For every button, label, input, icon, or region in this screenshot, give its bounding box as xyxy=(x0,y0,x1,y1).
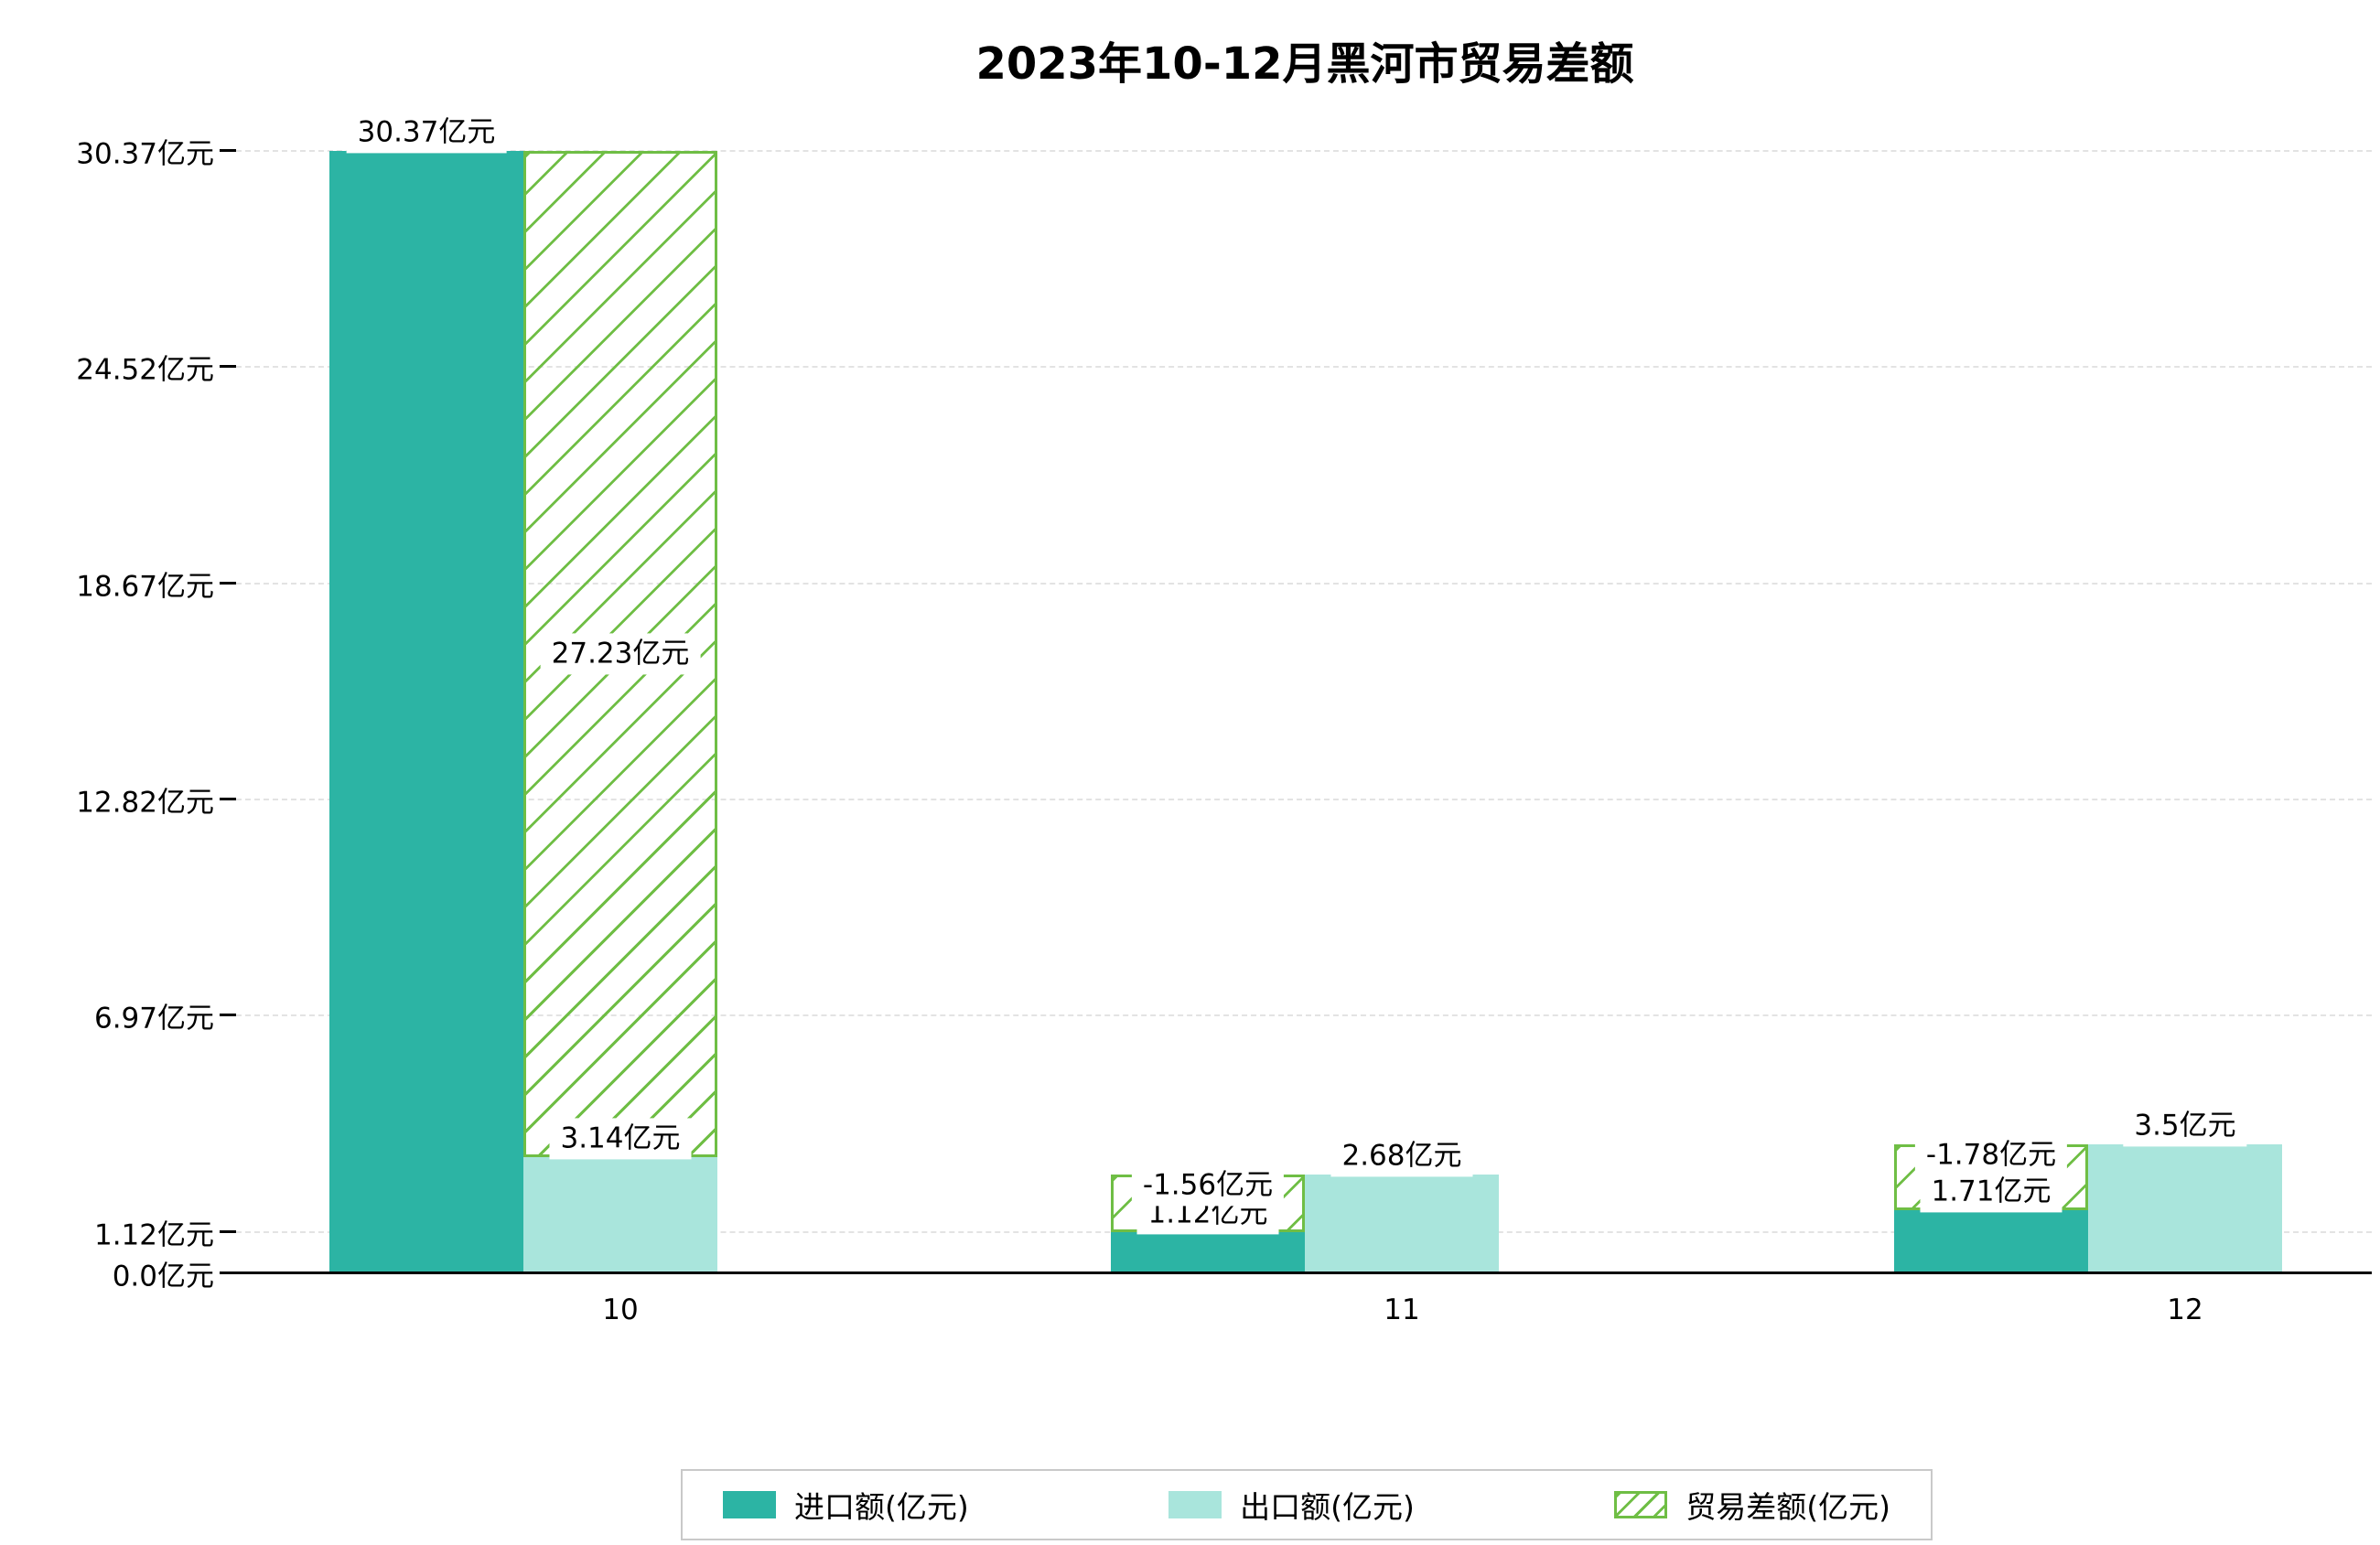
gridline xyxy=(236,366,2372,369)
legend: 进口额(亿元) 出口额(亿元) 贸易差额(亿元) xyxy=(681,1469,1933,1540)
y-tick-mark xyxy=(220,149,236,153)
gridline xyxy=(236,150,2372,153)
data-label-trade-balance-10: 27.23亿元 xyxy=(540,633,701,675)
y-tick-mark xyxy=(220,798,236,801)
legend-label-import: 进口额(亿元) xyxy=(794,1489,969,1525)
y-tick-mark xyxy=(220,1229,236,1233)
data-label-import-12: 1.71亿元 xyxy=(1920,1171,2062,1213)
y-tick-label: 0.0亿元 xyxy=(112,1260,214,1293)
x-tick-label-11: 11 xyxy=(1384,1293,1420,1326)
y-tick-label: 30.37亿元 xyxy=(76,137,214,171)
y-tick-label: 12.82亿元 xyxy=(76,786,214,820)
legend-item-import: 进口额(亿元) xyxy=(723,1483,969,1527)
data-label-export-10: 3.14亿元 xyxy=(549,1118,692,1160)
legend-balance-swatch-icon xyxy=(1614,1491,1668,1518)
y-tick-label: 24.52亿元 xyxy=(76,353,214,387)
bar-import-month-12 xyxy=(1894,1209,2088,1273)
data-label-trade-balance-11: -1.56亿元 xyxy=(1131,1164,1285,1207)
legend-item-export: 出口额(亿元) xyxy=(1168,1483,1415,1527)
legend-label-export: 出口额(亿元) xyxy=(1240,1489,1415,1525)
legend-import-swatch-icon xyxy=(723,1491,776,1518)
y-tick-mark xyxy=(220,1271,236,1274)
x-axis-line xyxy=(236,1271,2372,1274)
bar-import-month-10 xyxy=(329,151,523,1273)
y-tick-mark xyxy=(220,581,236,585)
y-tick-label: 18.67亿元 xyxy=(76,570,214,604)
y-tick-mark xyxy=(220,365,236,369)
y-tick-label: 6.97亿元 xyxy=(93,1002,214,1035)
data-label-import-10: 30.37亿元 xyxy=(346,112,507,154)
gridline xyxy=(236,1014,2372,1017)
data-label-export-12: 3.5亿元 xyxy=(2123,1105,2247,1147)
legend-label-balance: 贸易差额(亿元) xyxy=(1685,1489,1890,1525)
legend-export-swatch-icon xyxy=(1168,1491,1222,1518)
chart-title: 2023年10-12月黑河市贸易差额 xyxy=(975,38,1634,90)
bar-export-month-10 xyxy=(523,1157,717,1273)
x-tick-label-10: 10 xyxy=(602,1293,639,1326)
gridline xyxy=(236,799,2372,801)
gridline xyxy=(236,582,2372,585)
legend-item-balance: 贸易差额(亿元) xyxy=(1614,1483,1890,1527)
bar-export-month-12 xyxy=(2088,1143,2282,1273)
x-tick-label-12: 12 xyxy=(2167,1293,2203,1326)
data-label-trade-balance-12: -1.78亿元 xyxy=(1914,1134,2068,1176)
y-tick-mark xyxy=(220,1014,236,1017)
bar-export-month-11 xyxy=(1305,1174,1499,1273)
data-label-export-11: 2.68亿元 xyxy=(1330,1135,1473,1177)
bar-import-month-11 xyxy=(1111,1231,1305,1273)
y-tick-label: 1.12亿元 xyxy=(93,1218,214,1252)
